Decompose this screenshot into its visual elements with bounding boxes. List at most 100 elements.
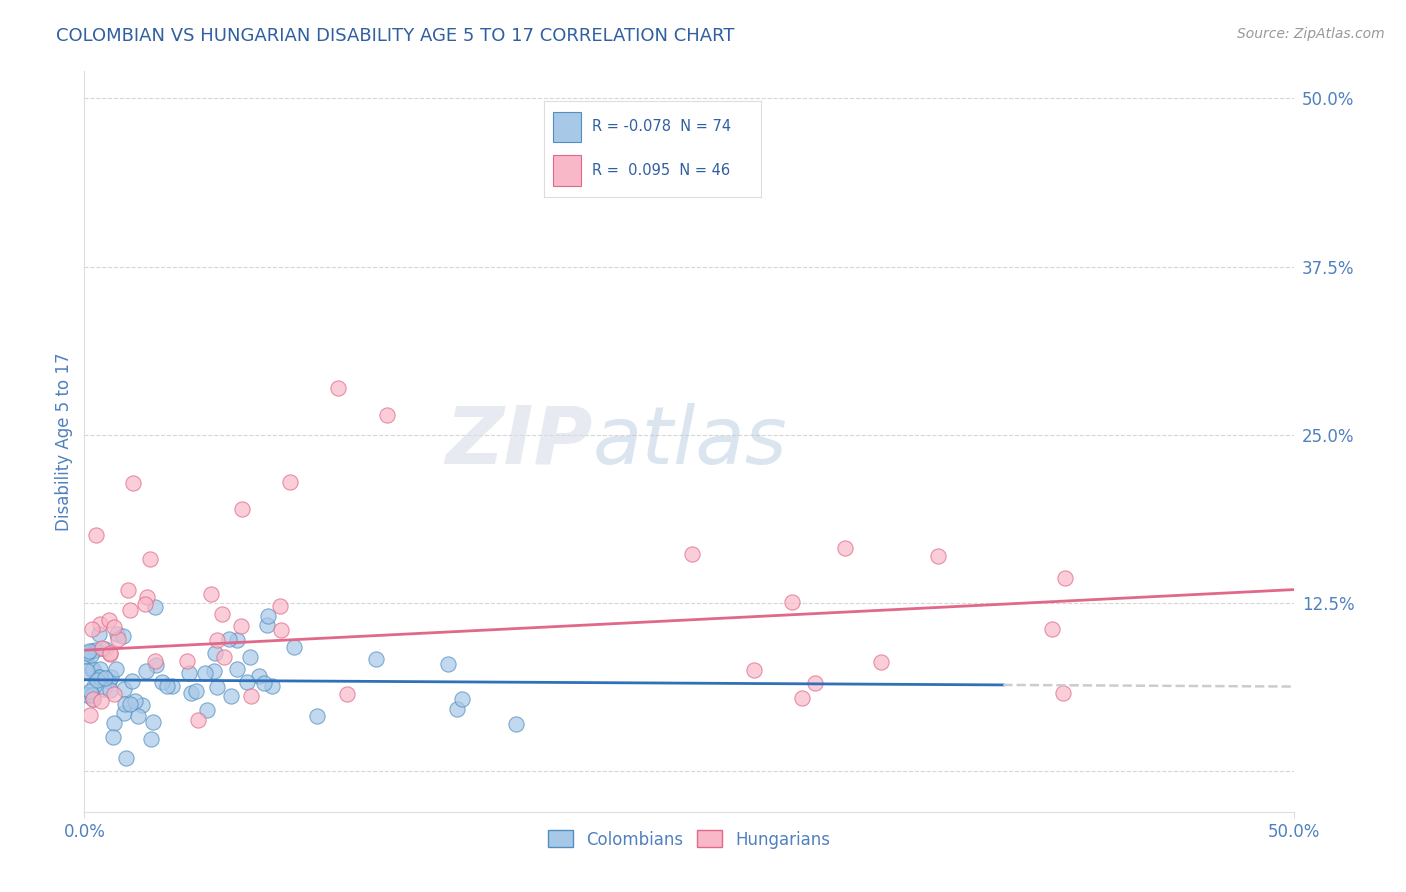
Point — [194, 665, 217, 680]
Point — [83, 643, 105, 657]
Point — [79, 684, 101, 698]
Point — [256, 609, 278, 624]
Point — [219, 690, 242, 704]
Point — [134, 597, 156, 611]
Point — [80, 622, 103, 636]
Legend: Colombians, Hungarians: Colombians, Hungarians — [541, 823, 837, 855]
Point — [307, 708, 329, 723]
Point — [211, 607, 233, 621]
Point — [98, 646, 121, 660]
Point — [112, 629, 135, 643]
Point — [262, 679, 284, 693]
Point — [77, 644, 100, 658]
Point — [742, 663, 765, 677]
Point — [82, 692, 104, 706]
Point — [225, 633, 247, 648]
Point — [236, 674, 259, 689]
Point — [100, 670, 122, 684]
Point — [103, 687, 125, 701]
Text: atlas: atlas — [592, 402, 787, 481]
Point — [89, 670, 111, 684]
Point — [101, 730, 124, 744]
Point — [437, 657, 460, 672]
Point — [112, 682, 135, 697]
Point — [200, 587, 222, 601]
Point — [375, 408, 398, 422]
Point — [505, 716, 527, 731]
Point — [98, 613, 121, 627]
Point — [98, 682, 121, 697]
Point — [446, 702, 468, 716]
Point — [104, 662, 127, 676]
Point — [141, 732, 163, 747]
Point — [142, 715, 165, 730]
Point — [145, 658, 167, 673]
Point — [226, 662, 249, 676]
Point — [79, 707, 101, 722]
Point — [150, 675, 173, 690]
Point — [803, 676, 825, 690]
Point — [231, 501, 253, 516]
Point — [1042, 622, 1064, 636]
Text: Source: ZipAtlas.com: Source: ZipAtlas.com — [1237, 27, 1385, 41]
Point — [82, 692, 104, 706]
Point — [76, 664, 98, 678]
Point — [82, 662, 104, 676]
Point — [76, 687, 98, 701]
Point — [103, 716, 125, 731]
Point — [927, 549, 949, 563]
Point — [256, 618, 278, 632]
Point — [253, 676, 276, 690]
Point — [792, 690, 814, 705]
Point — [98, 673, 121, 688]
Point — [121, 673, 143, 688]
Point — [240, 689, 263, 703]
Point — [184, 683, 207, 698]
Point — [176, 654, 198, 668]
Point — [86, 673, 108, 687]
Point — [80, 644, 103, 658]
Point — [83, 679, 105, 693]
Point — [204, 646, 226, 660]
Point — [834, 541, 856, 556]
Point — [160, 679, 183, 693]
Point — [136, 591, 159, 605]
Point — [84, 527, 107, 541]
Point — [145, 600, 167, 615]
Point — [1053, 571, 1076, 585]
Point — [205, 633, 228, 648]
Point — [93, 671, 115, 685]
Point — [195, 703, 218, 717]
Point — [180, 686, 202, 700]
Point — [131, 698, 153, 712]
Point — [187, 713, 209, 727]
Point — [270, 623, 292, 637]
Point — [156, 679, 179, 693]
Point — [143, 655, 166, 669]
Point — [93, 681, 115, 696]
Point — [681, 547, 703, 561]
Point — [89, 626, 111, 640]
Point — [138, 552, 160, 566]
Point — [239, 650, 262, 665]
Point — [212, 649, 235, 664]
Point — [117, 582, 139, 597]
Point — [283, 640, 305, 654]
Point — [278, 475, 301, 489]
Text: ZIP: ZIP — [444, 402, 592, 481]
Point — [122, 475, 145, 490]
Point — [364, 652, 387, 666]
Point — [94, 642, 117, 657]
Point — [91, 641, 114, 656]
Point — [269, 599, 291, 614]
Point — [80, 663, 103, 677]
Point — [780, 595, 803, 609]
Point — [118, 697, 141, 711]
Point — [328, 381, 350, 395]
Point — [336, 687, 359, 701]
Point — [202, 664, 225, 678]
Point — [114, 750, 136, 764]
Point — [870, 655, 893, 669]
Point — [107, 632, 129, 647]
Point — [105, 627, 128, 641]
